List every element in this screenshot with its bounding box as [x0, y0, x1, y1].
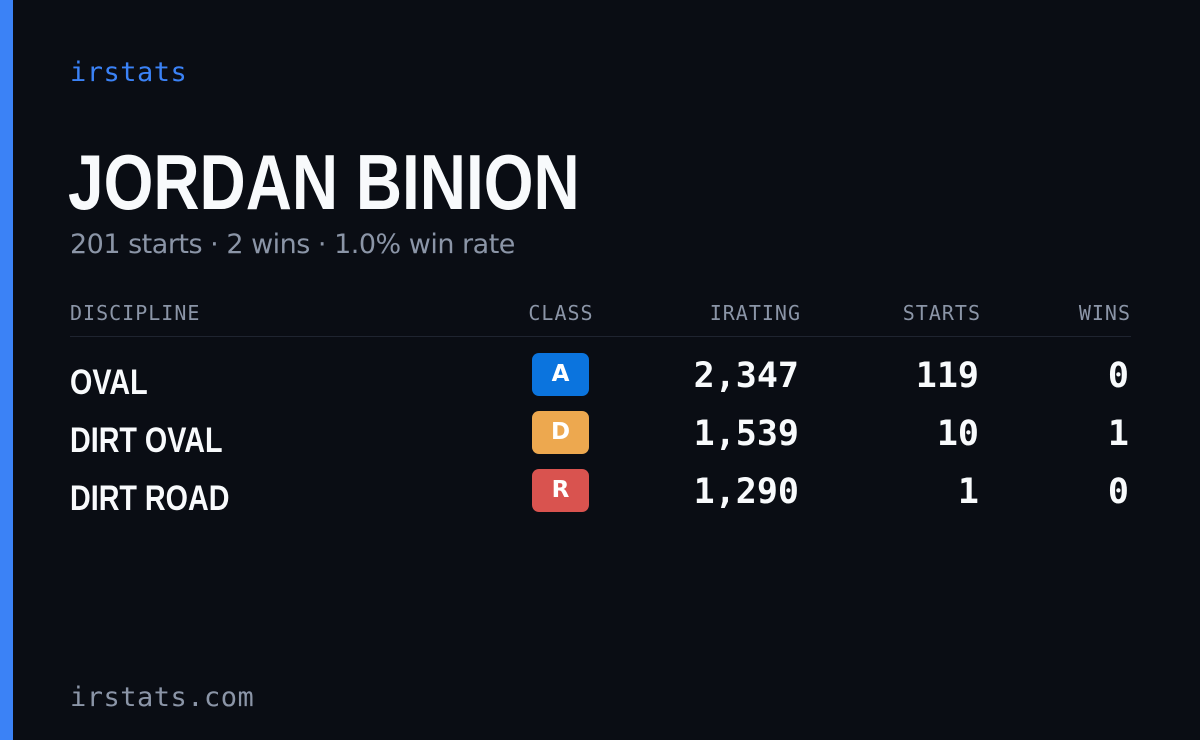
brand-logo-text[interactable]: irstats	[70, 57, 188, 88]
starts-value: 119	[915, 356, 979, 396]
header-discipline: DISCIPLINE	[70, 301, 201, 325]
driver-name: JORDAN BINION	[68, 138, 580, 226]
table-row: OVAL A 2,347 119 0	[70, 352, 1131, 410]
header-class: CLASS	[528, 301, 594, 325]
starts-value: 1	[957, 472, 979, 512]
accent-bar	[0, 0, 13, 740]
wins-value: 1	[1107, 414, 1129, 454]
table-row: DIRT ROAD R 1,290 1 0	[70, 468, 1131, 526]
starts-value: 10	[936, 414, 979, 454]
irating-value: 2,347	[693, 356, 799, 396]
header-starts: STARTS	[902, 301, 981, 325]
discipline-name: OVAL	[70, 363, 148, 402]
discipline-name: DIRT ROAD	[70, 479, 230, 518]
table-row: DIRT OVAL D 1,539 10 1	[70, 410, 1131, 468]
discipline-stats-table: DISCIPLINE CLASS IRATING STARTS WINS OVA…	[70, 298, 1131, 526]
wins-value: 0	[1107, 356, 1129, 396]
wins-value: 0	[1107, 472, 1129, 512]
driver-summary: 201 starts · 2 wins · 1.0% win rate	[70, 229, 515, 260]
irating-value: 1,290	[693, 472, 799, 512]
header-irating: IRATING	[709, 301, 801, 325]
license-class-badge: R	[532, 469, 589, 512]
footer-site-link[interactable]: irstats.com	[70, 682, 255, 713]
discipline-name: DIRT OVAL	[70, 421, 223, 460]
license-class-badge: A	[532, 353, 589, 396]
license-class-badge: D	[532, 411, 589, 454]
header-wins: WINS	[1078, 301, 1131, 325]
table-header: DISCIPLINE CLASS IRATING STARTS WINS	[70, 298, 1131, 337]
irating-value: 1,539	[693, 414, 799, 454]
